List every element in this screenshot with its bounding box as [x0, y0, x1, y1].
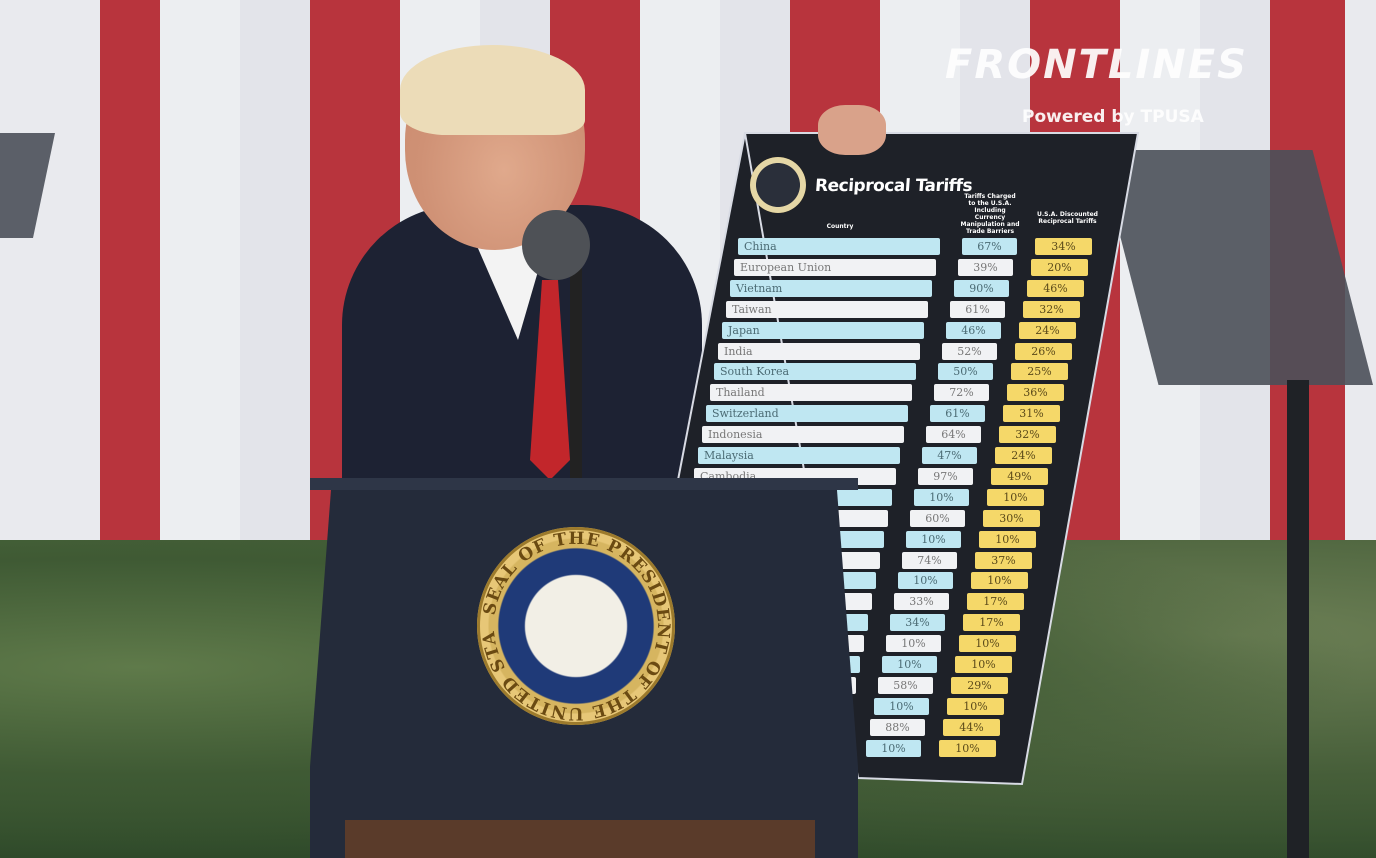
charged-tariff-cell: 61%	[950, 300, 1005, 318]
discounted-tariff-cell: 10%	[955, 656, 1012, 673]
powered-by-text: Powered by	[1022, 107, 1135, 127]
charged-tariff-cell: 64%	[926, 426, 981, 444]
charged-tariff-cell: 67%	[962, 238, 1017, 255]
discounted-tariff-cell: 20%	[1031, 258, 1088, 276]
discounted-tariff-cell: 17%	[967, 593, 1024, 611]
discounted-tariff-cell: 30%	[983, 509, 1040, 527]
charged-tariff-cell: 10%	[866, 739, 921, 757]
discounted-tariff-cell: 10%	[959, 635, 1016, 653]
charged-tariff-cell: 74%	[902, 551, 957, 569]
discounted-tariff-cell: 10%	[979, 530, 1036, 548]
podium-base	[345, 820, 815, 858]
country-cell: Switzerland	[706, 405, 908, 423]
charged-tariff-cell: 97%	[918, 467, 973, 485]
tpusa-logo: TPUSA	[1140, 107, 1204, 127]
charged-tariff-cell: 10%	[882, 656, 937, 673]
charged-tariff-cell: 72%	[934, 384, 989, 402]
seal-text: SEAL OF THE PRESIDENT OF THE UNITED STAT…	[477, 527, 672, 723]
charged-tariff-cell: 58%	[878, 676, 933, 694]
microphone-stand	[570, 260, 582, 480]
header-country: Country	[826, 223, 854, 230]
charged-tariff-cell: 34%	[890, 614, 945, 632]
discounted-tariff-cell: 44%	[943, 718, 1000, 736]
svg-text:SEAL OF THE PRESIDENT OF THE U: SEAL OF THE PRESIDENT OF THE UNITED STAT…	[477, 527, 673, 723]
white-column-left	[0, 0, 100, 640]
discounted-tariff-cell: 32%	[1023, 300, 1080, 318]
charged-tariff-cell: 52%	[942, 342, 997, 360]
discounted-tariff-cell: 24%	[995, 447, 1052, 464]
charged-tariff-cell: 10%	[914, 488, 969, 506]
charged-tariff-cell: 60%	[910, 509, 965, 527]
charged-tariff-cell: 10%	[874, 697, 929, 715]
charged-tariff-cell: 39%	[958, 258, 1013, 276]
discounted-tariff-cell: 36%	[1007, 384, 1064, 402]
header-discounted: U.S.A. Discounted Reciprocal Tariffs	[1037, 211, 1098, 225]
country-cell: India	[718, 342, 920, 360]
discounted-tariff-cell: 10%	[987, 488, 1044, 506]
charged-tariff-cell: 90%	[954, 279, 1009, 297]
charged-tariff-cell: 33%	[894, 593, 949, 611]
country-cell: Thailand	[710, 384, 912, 402]
country-cell: Indonesia	[702, 426, 904, 444]
country-cell: Vietnam	[730, 279, 932, 297]
discounted-tariff-cell: 31%	[1003, 405, 1060, 423]
discounted-tariff-cell: 34%	[1035, 238, 1092, 255]
country-cell: Taiwan	[726, 300, 928, 318]
discounted-tariff-cell: 32%	[999, 426, 1056, 444]
discounted-tariff-cell: 26%	[1015, 342, 1072, 360]
discounted-tariff-cell: 10%	[939, 739, 996, 757]
discounted-tariff-cell: 10%	[971, 572, 1028, 590]
charged-tariff-cell: 10%	[898, 572, 953, 590]
speaker-hand	[818, 105, 886, 155]
teleprompter-stand	[1287, 380, 1309, 858]
discounted-tariff-cell: 24%	[1019, 321, 1076, 339]
charged-tariff-cell: 47%	[922, 447, 977, 464]
country-cell: Japan	[722, 321, 924, 339]
discounted-tariff-cell: 46%	[1027, 279, 1084, 297]
podium-top	[310, 478, 858, 490]
powered-by-label: Powered by TPUSA	[1022, 107, 1204, 127]
country-cell: Malaysia	[698, 447, 900, 464]
discounted-tariff-cell: 25%	[1011, 363, 1068, 381]
discounted-tariff-cell: 10%	[947, 697, 1004, 715]
charged-tariff-cell: 46%	[946, 321, 1001, 339]
discounted-tariff-cell: 37%	[975, 551, 1032, 569]
discounted-tariff-cell: 17%	[963, 614, 1020, 632]
microphone	[522, 210, 590, 280]
speaker-hair	[400, 45, 585, 135]
seal-lettering: SEAL OF THE PRESIDENT OF THE UNITED STAT…	[477, 527, 673, 723]
presidential-seal-icon	[750, 157, 806, 213]
discounted-tariff-cell: 49%	[991, 467, 1048, 485]
presidential-seal	[477, 527, 675, 725]
charged-tariff-cell: 50%	[938, 363, 993, 381]
frontlines-logo: FRONTLINES	[945, 42, 1248, 88]
country-cell: China	[738, 238, 940, 255]
discounted-tariff-cell: 29%	[951, 676, 1008, 694]
board-title: Reciprocal Tariffs	[814, 176, 973, 196]
country-cell: South Korea	[714, 363, 916, 381]
charged-tariff-cell: 10%	[906, 530, 961, 548]
charged-tariff-cell: 10%	[886, 635, 941, 653]
charged-tariff-cell: 88%	[870, 718, 925, 736]
header-charged: Tariffs Charged to the U.S.A. Including …	[960, 193, 1020, 235]
country-cell: European Union	[734, 258, 936, 276]
charged-tariff-cell: 61%	[930, 405, 985, 423]
